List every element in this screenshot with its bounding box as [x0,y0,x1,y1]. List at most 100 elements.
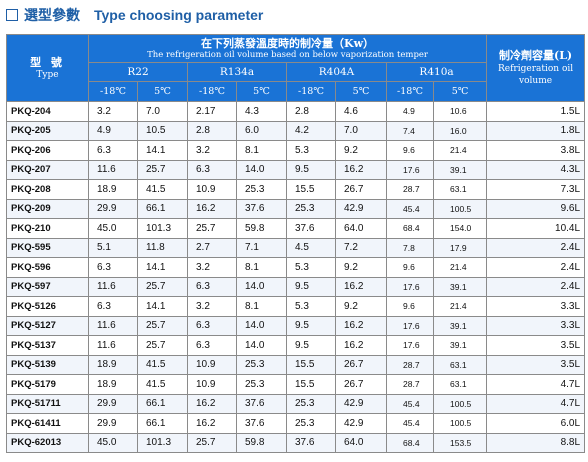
capacity-cell: 16.2 [187,198,237,219]
capacity-cell: 9.5 [286,315,336,336]
capacity-cell: 16.2 [335,276,387,297]
table-row: PKQ-5137 11.6 25.7 6.3 14.0 9.5 16.2 17.6 39.1 3.… [6,335,586,356]
capacity-cell: 3.2 [187,296,237,317]
oil-volume-cell: 1.5L [486,101,586,122]
capacity-cell: 25.7 [137,159,188,180]
capacity-cell: 39.1 [432,159,488,180]
capacity-cell: 8.1 [236,296,287,317]
model-cell: PKQ-595 [6,237,89,258]
capacity-cell: 8.1 [236,257,287,278]
capacity-cell: 42.9 [335,198,387,219]
refrigerant-r134a-header: R134a [187,62,287,82]
capacity-cell: 16.2 [335,159,387,180]
temp-header: 5℃ [236,81,287,102]
capacity-cell: 4.5 [286,237,336,258]
capacity-cell: 11.6 [88,335,138,356]
capacity-cell: 63.1 [432,179,488,200]
capacity-cell: 59.8 [236,218,287,239]
capacity-cell: 7.4 [386,120,434,141]
capacity-cell: 21.4 [432,140,488,161]
capacity-cell: 41.5 [137,354,188,375]
capacity-cell: 16.0 [432,120,488,141]
capacity-cell: 3.2 [187,140,237,161]
capacity-cell: 39.1 [432,315,488,336]
capacity-cell: 9.5 [286,276,336,297]
capacity-cell: 16.2 [335,335,387,356]
capacity-cell: 17.9 [432,237,488,258]
section-title: 選型參數 Type choosing parameter [0,0,588,30]
capacity-cell: 6.3 [187,159,237,180]
capacity-cell: 25.7 [137,335,188,356]
capacity-cell: 18.9 [88,179,138,200]
oil-volume-cell: 3.5L [486,354,586,375]
model-cell: PKQ-205 [6,120,89,141]
capacity-cell: 15.5 [286,374,336,395]
capacity-cell: 66.1 [137,393,188,414]
capacity-cell: 16.2 [187,413,237,434]
table-row: PKQ-5126 6.3 14.1 3.2 8.1 5.3 9.2 9.6 21.4 3.3L [6,296,586,317]
table-row: PKQ-5127 11.6 25.7 6.3 14.0 9.5 16.2 17.6 39.1 3.… [6,315,586,336]
capacity-cell: 66.1 [137,198,188,219]
checkbox-square-icon [6,9,18,21]
type-header: 型 號 Type [6,34,89,102]
model-cell: PKQ-5139 [6,354,89,375]
model-cell: PKQ-5127 [6,315,89,336]
capacity-cell: 29.9 [88,413,138,434]
capacity-cell: 25.3 [286,413,336,434]
capacity-cell: 9.2 [335,296,387,317]
table-row: PKQ-210 45.0 101.3 25.7 59.8 37.6 64.0 68.4 154.… [6,218,586,239]
table-row: PKQ-206 6.3 14.1 3.2 8.1 5.3 9.2 9.6 21.4 3.8L [6,140,586,161]
capacity-cell: 63.1 [432,354,488,375]
title-chinese: 選型參數 [24,8,80,24]
oil-volume-cell: 2.4L [486,237,586,258]
capacity-header: 在下列蒸發溫度時的制冷量（Kw） The refrigeration oil v… [87,34,488,63]
capacity-cell: 101.3 [137,432,188,453]
oil-volume-cell: 4.7L [486,393,586,414]
oil-volume-cell: 9.6L [486,198,586,219]
capacity-cell: 45.4 [386,198,434,219]
capacity-cell: 14.0 [236,159,287,180]
oil-volume-cell: 3.8L [486,140,586,161]
oil-volume-header: 制冷劑容量(L) Refrigeration oil volume [486,34,586,102]
capacity-cell: 68.4 [386,218,434,239]
oil-volume-cell: 3.5L [486,335,586,356]
capacity-cell: 28.7 [386,179,434,200]
capacity-cell: 10.9 [187,179,237,200]
capacity-cell: 4.6 [335,101,387,122]
capacity-cell: 7.0 [137,101,188,122]
capacity-cell: 63.1 [432,374,488,395]
oil-volume-cell: 2.4L [486,276,586,297]
capacity-cell: 3.2 [187,257,237,278]
refrigerant-r404a-header: R404A [286,62,387,82]
capacity-cell: 17.6 [386,159,434,180]
capacity-cell: 6.3 [187,315,237,336]
model-cell: PKQ-204 [6,101,89,122]
capacity-cell: 25.3 [286,198,336,219]
model-cell: PKQ-5137 [6,335,89,356]
capacity-cell: 37.6 [236,393,287,414]
model-cell: PKQ-209 [6,198,89,219]
capacity-cell: 5.3 [286,296,336,317]
temp-header: -18℃ [187,81,237,102]
capacity-cell: 6.3 [88,296,138,317]
capacity-cell: 7.8 [386,237,434,258]
capacity-cell: 25.3 [236,179,287,200]
capacity-cell: 29.9 [88,393,138,414]
capacity-cell: 17.6 [386,315,434,336]
capacity-cell: 6.0 [236,120,287,141]
capacity-cell: 45.4 [386,393,434,414]
capacity-cell: 28.7 [386,374,434,395]
model-cell: PKQ-5126 [6,296,89,317]
capacity-cell: 4.2 [286,120,336,141]
model-cell: PKQ-208 [6,179,89,200]
capacity-cell: 42.9 [335,413,387,434]
capacity-cell: 5.3 [286,257,336,278]
capacity-cell: 2.8 [187,120,237,141]
capacity-cell: 11.6 [88,315,138,336]
capacity-cell: 10.9 [187,374,237,395]
capacity-cell: 4.9 [386,101,434,122]
capacity-cell: 6.3 [88,140,138,161]
capacity-cell: 11.8 [137,237,188,258]
oil-volume-cell: 3.3L [486,296,586,317]
capacity-cell: 11.6 [88,276,138,297]
